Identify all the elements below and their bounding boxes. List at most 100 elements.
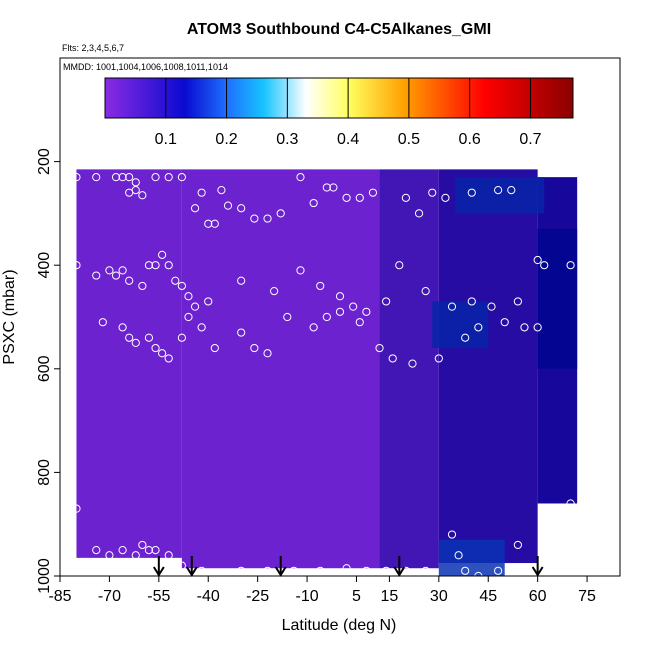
x-tick-label: 60: [529, 588, 547, 605]
enhancement-region: [438, 539, 505, 576]
y-axis: 200 400 600 800 1000: [36, 148, 60, 594]
observation-point: [388, 354, 397, 363]
y-tick-label: 600: [36, 355, 53, 382]
observation-point: [395, 261, 404, 270]
observation-point: [342, 564, 351, 573]
observation-point: [151, 343, 160, 353]
observation-point: [204, 297, 213, 306]
x-tick-label: 5: [352, 588, 361, 605]
observation-point: [474, 323, 483, 332]
observation-point: [487, 302, 496, 311]
observation-point: [118, 546, 127, 555]
observation-point: [118, 173, 127, 182]
y-tick-label: 1000: [36, 558, 53, 594]
observation-point: [65, 250, 74, 259]
y-tick-label: 800: [36, 459, 53, 486]
observation-point: [559, 157, 569, 166]
observation-point: [467, 188, 476, 197]
colorbar-ticks: 0.1 0.2 0.3 0.4 0.5 0.6 0.7: [155, 78, 542, 148]
observation-point: [566, 261, 575, 270]
observation-point: [92, 173, 101, 182]
observation-point: [105, 551, 114, 560]
observation-point: [414, 209, 424, 218]
observation-point: [289, 566, 298, 575]
x-tick-label: 75: [578, 588, 596, 605]
observation-point: [349, 302, 358, 311]
observation-point: [197, 188, 206, 197]
plot-frame: [59, 57, 621, 577]
observation-point: [263, 214, 272, 223]
enhancement-region: [537, 228, 578, 369]
observation-point: [217, 185, 226, 195]
x-tick-label: 30: [430, 588, 448, 605]
enhancement-region: [455, 177, 545, 214]
observation-point: [177, 561, 186, 570]
observation-point: [382, 157, 391, 166]
observation-point: [184, 152, 193, 161]
observation-point: [382, 566, 391, 575]
observation-point: [204, 219, 213, 228]
observation-point: [190, 302, 200, 311]
observation-point: [428, 188, 437, 197]
x-tick-label: 15: [381, 588, 399, 605]
observation-point: [355, 193, 364, 202]
x-tick-label: -25: [246, 588, 269, 605]
observation-point: [362, 566, 371, 575]
observation-point: [184, 312, 193, 322]
observation-point: [125, 333, 134, 342]
observation-point: [72, 261, 81, 270]
x-axis-label: Latitude (deg N): [282, 617, 397, 634]
observation-point: [500, 318, 509, 327]
observation-point: [316, 281, 325, 291]
curtain-band: [379, 169, 439, 569]
plot-area: [65, 152, 578, 581]
observation-point: [164, 173, 173, 182]
observation-point: [138, 281, 147, 291]
observation-point: [131, 185, 140, 195]
observation-point: [144, 261, 154, 270]
x-axis: -85 -70 -55 -40 -25 -10 5 15 30 45 60 75: [48, 576, 596, 605]
y-tick-label: 200: [36, 148, 53, 175]
observation-point: [144, 546, 154, 555]
observation-point: [164, 261, 173, 270]
flights-subtitle: Flts: 2,3,4,5,6,7: [62, 43, 124, 53]
observation-point: [237, 276, 246, 285]
curtain-band: [438, 169, 538, 564]
observation-point: [125, 276, 134, 285]
observation-point: [177, 333, 186, 342]
observation-point: [461, 566, 470, 575]
observation-point: [151, 546, 160, 555]
observation-point: [177, 173, 186, 182]
observation-point: [250, 214, 259, 223]
observation-point: [131, 551, 140, 560]
colorbar-tick-label: 0.1: [155, 131, 177, 148]
colorbar-tick-label: 0.3: [276, 131, 298, 148]
colorbar-tick-label: 0.5: [398, 131, 420, 148]
x-tick-label: -85: [48, 588, 71, 605]
observation-point: [494, 185, 503, 195]
observation-point: [355, 318, 364, 327]
y-tick-label: 400: [36, 252, 53, 279]
observation-point: [382, 297, 391, 306]
observation-point: [461, 333, 470, 342]
observation-point: [138, 540, 147, 550]
observation-point: [447, 302, 457, 311]
observation-point: [421, 566, 430, 575]
observation-point: [138, 191, 147, 200]
observation-point: [362, 307, 371, 316]
colorbar-tick-label: 0.4: [337, 131, 359, 148]
flight-arrow: [393, 556, 406, 577]
observation-point: [144, 152, 154, 161]
observation-point: [283, 157, 292, 166]
observation-point: [98, 318, 107, 327]
observation-point: [197, 323, 206, 332]
observation-point: [441, 193, 450, 202]
observation-point: [533, 323, 542, 332]
curtain-band: [76, 169, 182, 558]
enhancement-region: [432, 301, 489, 349]
observation-point: [329, 183, 338, 192]
observation-point: [316, 566, 325, 575]
observation-point: [158, 250, 167, 259]
colorbar: [104, 77, 574, 119]
